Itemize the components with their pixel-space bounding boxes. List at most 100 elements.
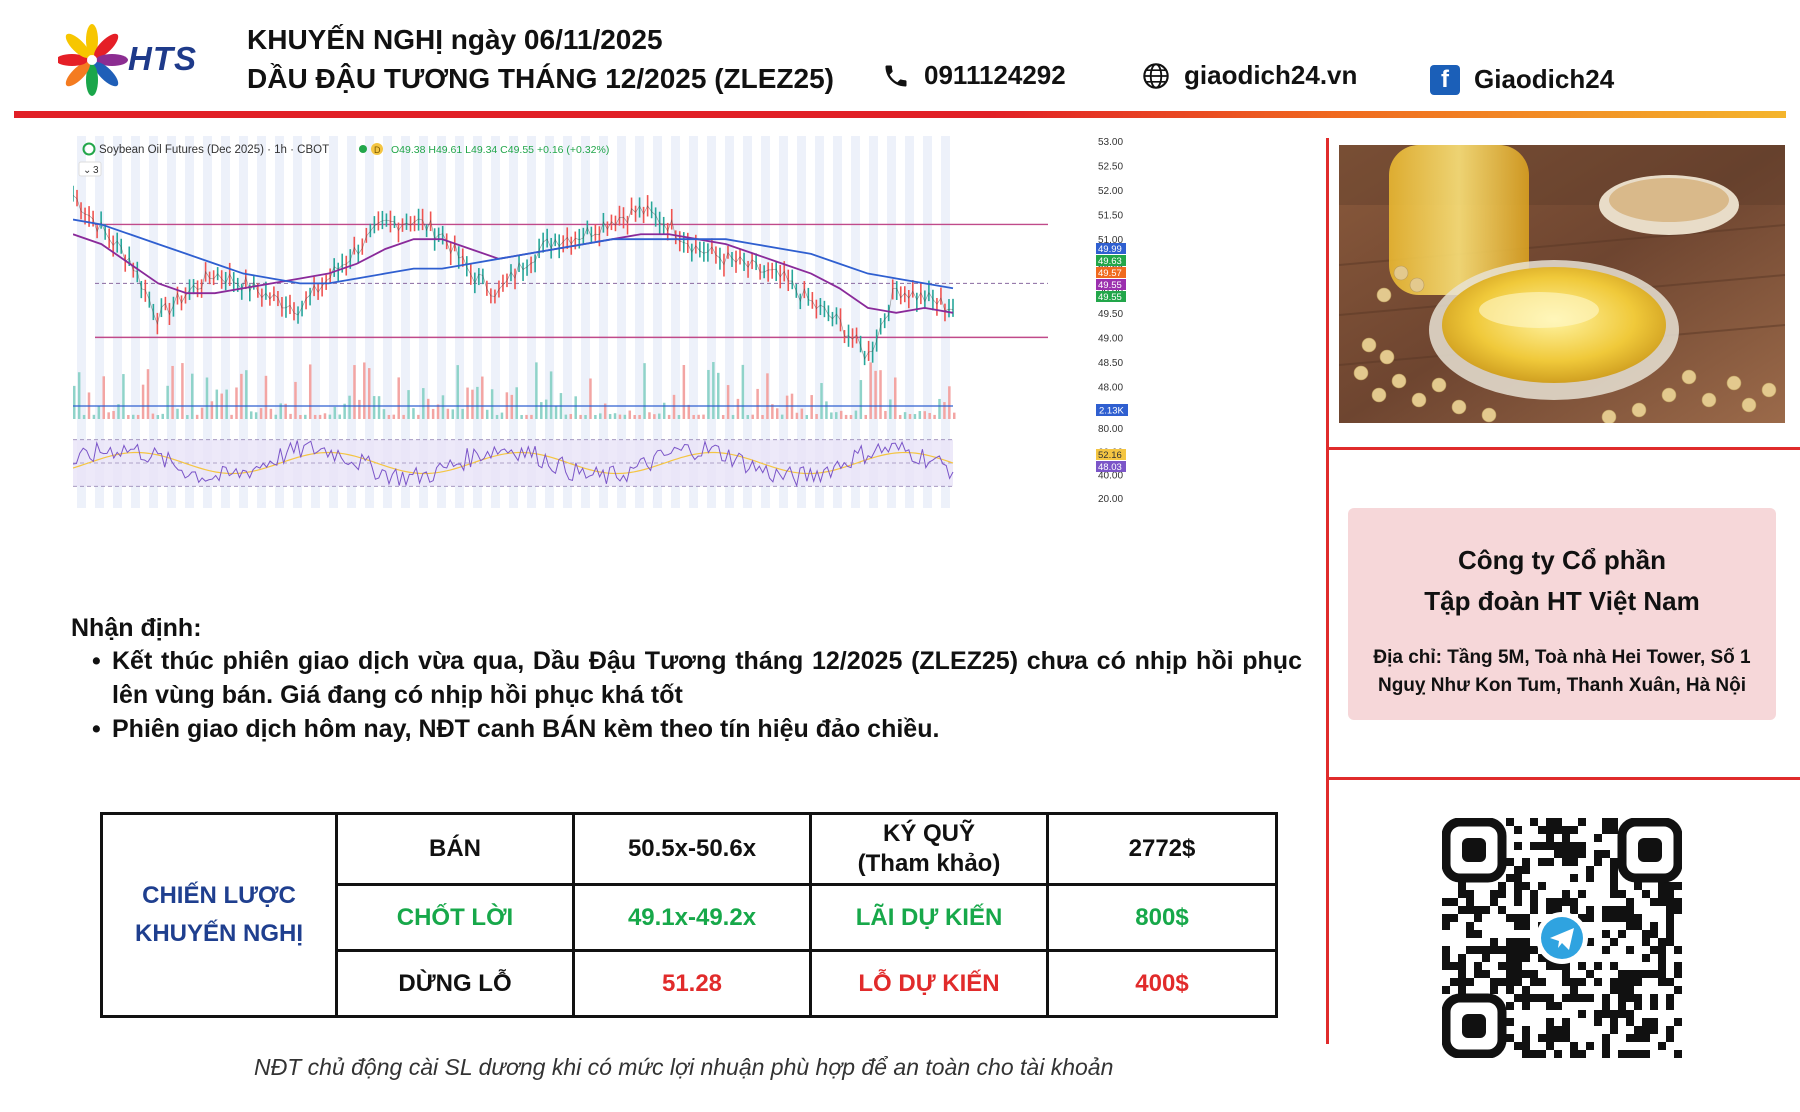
qr-module xyxy=(1666,922,1674,930)
contact-facebook[interactable]: f Giaodich24 xyxy=(1430,64,1614,95)
qr-module xyxy=(1602,906,1610,914)
rsi-line xyxy=(73,439,954,488)
qr-module xyxy=(1466,946,1474,954)
qr-module xyxy=(1562,978,1570,986)
price-tick-label: 53.00 xyxy=(1098,137,1123,148)
qr-module xyxy=(1586,994,1594,1002)
qr-module xyxy=(1578,994,1586,1002)
company-address: Địa chỉ: Tầng 5M, Toà nhà Hei Tower, Số … xyxy=(1373,647,1751,696)
volume-bar xyxy=(200,407,204,419)
volume-bar xyxy=(589,378,592,419)
volume-bar xyxy=(554,405,558,419)
qr-module xyxy=(1562,890,1570,898)
qr-module xyxy=(1530,890,1538,898)
qr-module xyxy=(1522,938,1530,946)
qr-module xyxy=(1674,882,1682,890)
qr-module xyxy=(1634,1050,1642,1058)
price-badge xyxy=(1096,255,1126,266)
qr-module xyxy=(1554,906,1562,914)
session-band xyxy=(239,136,248,508)
qr-module xyxy=(1634,882,1642,890)
volume-bar xyxy=(820,383,823,419)
qr-finder-center xyxy=(1462,838,1486,862)
qr-module xyxy=(1514,866,1522,874)
volume-bar xyxy=(92,414,96,419)
qr-module xyxy=(1514,994,1522,1002)
contact-website[interactable]: giaodich24.vn xyxy=(1142,60,1357,91)
qr-module xyxy=(1514,874,1522,882)
qr-module xyxy=(1466,922,1474,930)
qr-module xyxy=(1538,994,1546,1002)
volume-bar xyxy=(358,399,361,419)
qr-module xyxy=(1562,962,1570,970)
svg-text:⌄: ⌄ xyxy=(83,165,91,176)
volume-bar xyxy=(682,365,686,419)
volume-bar xyxy=(161,413,164,419)
volume-bar xyxy=(741,364,745,419)
qr-module xyxy=(1514,898,1522,906)
telegram-qr-code[interactable] xyxy=(1441,817,1683,1059)
session-band xyxy=(77,136,86,508)
analysis-bullet: Phiên giao dịch hôm nay, NĐT canh BÁN kè… xyxy=(92,712,1302,746)
qr-module xyxy=(1506,858,1514,866)
qr-module xyxy=(1602,946,1610,954)
volume-bar xyxy=(426,398,430,419)
volume-bar xyxy=(107,412,110,419)
volume-bar xyxy=(638,414,641,419)
session-band xyxy=(797,136,806,508)
telegram-plane-icon xyxy=(1550,928,1574,950)
qr-module xyxy=(1522,1026,1530,1034)
volume-bar xyxy=(412,408,415,419)
qr-module xyxy=(1618,1010,1626,1018)
qr-module xyxy=(1642,1050,1650,1058)
qr-module xyxy=(1586,970,1594,978)
qr-module xyxy=(1546,858,1554,866)
qr-module xyxy=(1650,898,1658,906)
qr-module xyxy=(1522,858,1530,866)
qr-module xyxy=(1474,906,1482,914)
volume-bar xyxy=(353,365,356,419)
qr-module xyxy=(1578,842,1586,850)
qr-module xyxy=(1490,978,1498,986)
volume-bar xyxy=(77,372,81,419)
volume-bar xyxy=(859,380,863,419)
qr-module xyxy=(1490,938,1498,946)
facebook-icon: f xyxy=(1430,64,1460,95)
session-band xyxy=(491,136,500,508)
qr-module xyxy=(1618,930,1626,938)
qr-module xyxy=(1658,970,1666,978)
qr-module xyxy=(1498,946,1506,954)
session-band xyxy=(761,136,770,508)
qr-module xyxy=(1674,898,1682,906)
company-name: Công ty Cổ phần Tập đoàn HT Việt Nam xyxy=(1424,545,1700,616)
chart-ohlc-label: O49.38 H49.61 L49.34 C49.55 +0.16 (+0.32… xyxy=(391,144,609,156)
qr-module xyxy=(1538,978,1546,986)
volume-bar xyxy=(795,412,799,419)
volume-bar xyxy=(102,376,105,419)
volume-bar xyxy=(485,409,489,419)
qr-module xyxy=(1586,1042,1594,1050)
qr-module xyxy=(1514,922,1522,930)
contact-phone[interactable]: 0911124292 xyxy=(882,60,1066,91)
qr-module xyxy=(1650,994,1658,1002)
volume-bar xyxy=(249,411,253,419)
qr-module xyxy=(1522,882,1530,890)
qr-module xyxy=(1474,946,1482,954)
qr-module xyxy=(1530,906,1538,914)
volume-bar xyxy=(662,402,666,419)
qr-code-image xyxy=(1441,817,1683,1059)
qr-module xyxy=(1570,1050,1578,1058)
indicator-toggle[interactable] xyxy=(78,161,102,177)
volume-bar xyxy=(726,385,730,419)
qr-module xyxy=(1610,874,1618,882)
qr-module xyxy=(1626,898,1634,906)
session-band xyxy=(473,136,482,508)
margin-label: KÝ QUỸ (Tham khảo) xyxy=(809,812,1049,886)
volume-bar xyxy=(603,403,607,419)
qr-module xyxy=(1554,850,1562,858)
qr-module xyxy=(1666,906,1674,914)
qr-module xyxy=(1506,938,1514,946)
volume-bar xyxy=(879,370,882,419)
session-band xyxy=(635,136,644,508)
qr-module xyxy=(1538,826,1546,834)
